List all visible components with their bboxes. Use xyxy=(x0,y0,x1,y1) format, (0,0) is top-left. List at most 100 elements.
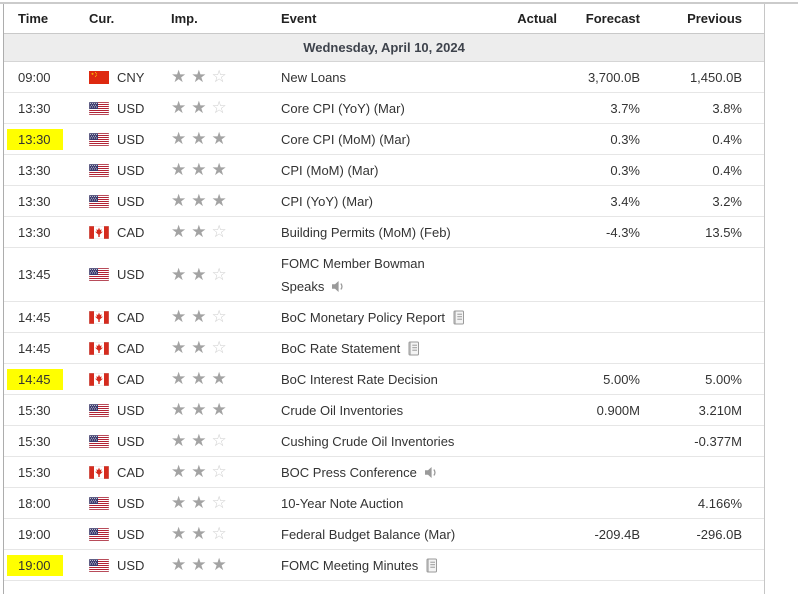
event-row: 13:30 USD ★ ★ ★ CPI (MoM) (Mar) 0.3% 0.4% xyxy=(4,155,764,186)
event-cell[interactable]: FOMC Member Bowman Speaks xyxy=(281,252,485,298)
currency-cell: CAD xyxy=(89,310,171,325)
currency-code: USD xyxy=(117,433,145,449)
event-cell[interactable]: Cushing Crude Oil Inventories xyxy=(281,430,485,453)
event-title-text[interactable]: BoC Monetary Policy Report xyxy=(281,309,446,325)
event-title-text[interactable]: BoC Rate Statement xyxy=(281,340,401,356)
event-row: 14:45 CAD ★ ★ ★ BoC Interest Rate Decision… xyxy=(4,364,764,395)
event-title-text[interactable]: BOC Press Conference xyxy=(281,464,417,480)
event-title[interactable]: Core CPI (YoY) (Mar) xyxy=(281,97,485,120)
event-cell[interactable]: BoC Monetary Policy Report xyxy=(281,306,485,329)
top-divider xyxy=(0,2,798,4)
star-filled-icon: ★ xyxy=(191,264,207,284)
event-cell[interactable]: FOMC Meeting Minutes xyxy=(281,554,485,577)
event-title[interactable]: Cushing Crude Oil Inventories xyxy=(281,430,485,453)
currency-code: USD xyxy=(117,193,145,209)
event-cell[interactable]: Core CPI (MoM) (Mar) xyxy=(281,128,485,151)
time-label-highlighted: 19:00 xyxy=(7,554,63,576)
event-title[interactable]: Crude Oil Inventories xyxy=(281,399,485,422)
event-title[interactable]: CPI (MoM) (Mar) xyxy=(281,159,485,182)
column-header-time: Time xyxy=(18,11,49,26)
currency-cell: USD xyxy=(89,267,171,282)
speaker-icon xyxy=(424,466,439,479)
event-title[interactable]: Core CPI (MoM) (Mar) xyxy=(281,128,485,151)
previous-value: 13.5% xyxy=(705,224,742,240)
event-title[interactable]: Speaks xyxy=(281,275,485,298)
time-cell: 14:45 xyxy=(4,368,89,390)
star-filled-icon: ★ xyxy=(211,191,227,210)
time-cell: 15:30 xyxy=(4,403,89,418)
event-title[interactable]: Building Permits (MoM) (Feb) xyxy=(281,221,485,244)
event-title[interactable]: New Loans xyxy=(281,66,485,89)
event-title-text[interactable]: Crude Oil Inventories xyxy=(281,402,404,418)
star-filled-icon: ★ xyxy=(191,493,207,512)
canada-flag-icon xyxy=(89,225,109,239)
event-title-text[interactable]: FOMC Meeting Minutes xyxy=(281,557,419,573)
column-header-currency: Cur. xyxy=(89,11,115,26)
time-cell: 13:30 xyxy=(4,225,89,240)
importance-stars: ★ ★ ☆ xyxy=(171,67,281,87)
time-cell: 13:30 xyxy=(4,194,89,209)
importance-stars: ★ ★ ☆ xyxy=(171,98,281,118)
importance-stars: ★ ★ ★ xyxy=(171,160,281,180)
event-cell[interactable]: CPI (YoY) (Mar) xyxy=(281,190,485,213)
event-title-text[interactable]: Cushing Crude Oil Inventories xyxy=(281,433,455,449)
report-icon[interactable] xyxy=(452,310,465,325)
importance-stars: ★ ★ ☆ xyxy=(171,307,281,327)
forecast-value: 0.3% xyxy=(610,131,640,147)
event-title[interactable]: Federal Budget Balance (Mar) xyxy=(281,523,485,546)
event-title-text[interactable]: 10-Year Note Auction xyxy=(281,495,404,511)
event-cell[interactable]: New Loans xyxy=(281,66,485,89)
event-cell[interactable]: Federal Budget Balance (Mar) xyxy=(281,523,485,546)
event-title[interactable]: BoC Interest Rate Decision xyxy=(281,368,485,391)
event-cell[interactable]: Crude Oil Inventories xyxy=(281,399,485,422)
event-cell[interactable]: Building Permits (MoM) (Feb) xyxy=(281,221,485,244)
forecast-value: 3.4% xyxy=(610,193,640,209)
event-title-text[interactable]: FOMC Member Bowman xyxy=(281,255,425,271)
star-filled-icon: ★ xyxy=(211,555,227,574)
event-title[interactable]: BoC Monetary Policy Report xyxy=(281,306,485,329)
star-filled-icon: ★ xyxy=(191,67,207,86)
event-title-text[interactable]: BoC Interest Rate Decision xyxy=(281,371,438,387)
event-cell[interactable]: BoC Interest Rate Decision xyxy=(281,368,485,391)
event-row: 15:30 USD ★ ★ ☆ Cushing Crude Oil Inventor… xyxy=(4,426,764,457)
event-cell[interactable]: Core CPI (YoY) (Mar) xyxy=(281,97,485,120)
star-empty-icon: ☆ xyxy=(211,338,227,357)
star-filled-icon: ★ xyxy=(171,67,187,86)
event-title-text[interactable]: New Loans xyxy=(281,69,347,85)
event-title[interactable]: BOC Press Conference xyxy=(281,461,485,484)
usa-flag-icon xyxy=(89,163,109,177)
event-title-text[interactable]: CPI (YoY) (Mar) xyxy=(281,193,373,209)
event-row: 15:30 CAD ★ ★ ☆ BOC Press Conference xyxy=(4,457,764,488)
usa-flag-icon xyxy=(89,101,109,115)
star-filled-icon: ★ xyxy=(191,129,207,148)
star-empty-icon: ☆ xyxy=(211,67,227,86)
report-icon[interactable] xyxy=(425,558,438,573)
event-title-text[interactable]: Core CPI (MoM) (Mar) xyxy=(281,131,411,147)
currency-cell: USD xyxy=(89,434,171,449)
importance-stars: ★ ★ ★ xyxy=(171,191,281,211)
time-cell: 13:30 xyxy=(4,128,89,150)
event-title[interactable]: FOMC Meeting Minutes xyxy=(281,554,485,577)
event-cell[interactable]: BOC Press Conference xyxy=(281,461,485,484)
event-cell[interactable]: CPI (MoM) (Mar) xyxy=(281,159,485,182)
event-title-text[interactable]: Core CPI (YoY) (Mar) xyxy=(281,100,405,116)
event-row: 13:30 CAD ★ ★ ☆ Building Permits (MoM) (Fe… xyxy=(4,217,764,248)
table-header-row: Time Cur. Imp. Event Actual Forecast Pre… xyxy=(4,4,764,34)
event-title-text[interactable]: Speaks xyxy=(281,278,325,294)
event-title[interactable]: BoC Rate Statement xyxy=(281,337,485,360)
importance-stars: ★ ★ ★ xyxy=(171,555,281,575)
star-filled-icon: ★ xyxy=(191,191,207,210)
event-cell[interactable]: 10-Year Note Auction xyxy=(281,492,485,515)
forecast-value: 5.00% xyxy=(603,371,640,387)
event-title[interactable]: 10-Year Note Auction xyxy=(281,492,485,515)
usa-flag-icon xyxy=(89,132,109,146)
event-title-text[interactable]: Federal Budget Balance (Mar) xyxy=(281,526,456,542)
event-title-text[interactable]: Building Permits (MoM) (Feb) xyxy=(281,224,451,240)
event-title[interactable]: FOMC Member Bowman xyxy=(281,252,485,275)
event-row: 13:30 USD ★ ★ ★ Core CPI (MoM) (Mar) 0.3% … xyxy=(4,124,764,155)
event-cell[interactable]: BoC Rate Statement xyxy=(281,337,485,360)
event-title[interactable]: CPI (YoY) (Mar) xyxy=(281,190,485,213)
report-icon[interactable] xyxy=(407,341,420,356)
event-title-text[interactable]: CPI (MoM) (Mar) xyxy=(281,162,379,178)
previous-value: -296.0B xyxy=(696,526,742,542)
